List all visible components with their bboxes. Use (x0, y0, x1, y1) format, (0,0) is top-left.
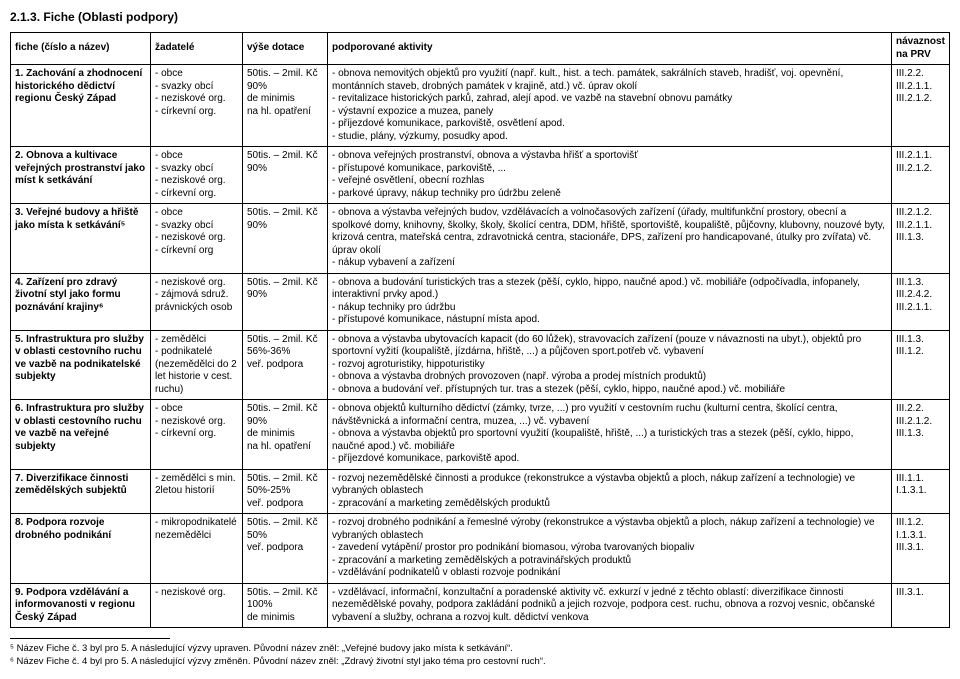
navaznost-cell: III.1.1. I.1.3.1. (892, 469, 950, 514)
navaznost-cell: III.1.3. III.2.4.2. III.2.1.1. (892, 273, 950, 330)
zadatele-cell: - obce - neziskové org. - církevní org. (151, 400, 243, 470)
vyse-cell: 50tis. – 2mil. Kč 90% (243, 273, 328, 330)
aktivity-cell: - obnova veřejných prostranství, obnova … (328, 147, 892, 204)
fiche-table: fiche (číslo a název) žadatelé výše dota… (10, 32, 950, 628)
table-row: 7. Diverzifikace činnosti zemědělských s… (11, 469, 950, 514)
aktivity-cell: - rozvoj nezemědělské činnosti a produkc… (328, 469, 892, 514)
zadatele-cell: - obce - svazky obcí - neziskové org. - … (151, 65, 243, 147)
table-row: 5. Infrastruktura pro služby v oblasti c… (11, 330, 950, 400)
vyse-cell: 50tis. – 2mil. Kč 50% veř. podpora (243, 514, 328, 584)
table-row: 1. Zachování a zhodnocení historického d… (11, 65, 950, 147)
navaznost-cell: III.2.2. III.2.1.2. III.1.3. (892, 400, 950, 470)
col-aktivity: podporované aktivity (328, 33, 892, 65)
aktivity-cell: - rozvoj drobného podnikání a řemeslné v… (328, 514, 892, 584)
table-row: 6. Infrastruktura pro služby v oblasti c… (11, 400, 950, 470)
footnotes: ⁵ Název Fiche č. 3 byl pro 5. A následuj… (10, 638, 950, 669)
table-row: 2. Obnova a kultivace veřejných prostran… (11, 147, 950, 204)
vyse-cell: 50tis. – 2mil. Kč 90% de minimis na hl. … (243, 65, 328, 147)
navaznost-cell: III.3.1. (892, 583, 950, 628)
fiche-name: 1. Zachování a zhodnocení historického d… (11, 65, 151, 147)
section-title: 2.1.3. Fiche (Oblasti podpory) (10, 10, 950, 24)
footnote: ⁶ Název Fiche č. 4 byl pro 5. A následuj… (10, 655, 950, 668)
zadatele-cell: - neziskové org. (151, 583, 243, 628)
vyse-cell: 50tis. – 2mil. Kč 90% (243, 147, 328, 204)
aktivity-cell: - vzdělávací, informační, konzultační a … (328, 583, 892, 628)
vyse-cell: 50tis. – 2mil. Kč 90% de minimis na hl. … (243, 400, 328, 470)
fiche-name: 9. Podpora vzdělávání a informovanosti v… (11, 583, 151, 628)
vyse-cell: 50tis. – 2mil. Kč 50%-25% veř. podpora (243, 469, 328, 514)
aktivity-cell: - obnova objektů kulturního dědictví (zá… (328, 400, 892, 470)
table-row: 4. Zařízení pro zdravý životní styl jako… (11, 273, 950, 330)
fiche-name: 3. Veřejné budovy a hřiště jako místa k … (11, 204, 151, 274)
fiche-name: 5. Infrastruktura pro služby v oblasti c… (11, 330, 151, 400)
footnote: ⁵ Název Fiche č. 3 byl pro 5. A následuj… (10, 642, 950, 655)
table-row: 3. Veřejné budovy a hřiště jako místa k … (11, 204, 950, 274)
navaznost-cell: III.2.1.2. III.2.1.1. III.1.3. (892, 204, 950, 274)
vyse-cell: 50tis. – 2mil. Kč 56%-36% veř. podpora (243, 330, 328, 400)
col-vyse: výše dotace (243, 33, 328, 65)
zadatele-cell: - zemědělci s min. 2letou historií (151, 469, 243, 514)
zadatele-cell: - mikropodnikatelé nezemědělci (151, 514, 243, 584)
fiche-name: 6. Infrastruktura pro služby v oblasti c… (11, 400, 151, 470)
fiche-name: 4. Zařízení pro zdravý životní styl jako… (11, 273, 151, 330)
navaznost-cell: III.2.1.1. III.2.1.2. (892, 147, 950, 204)
navaznost-cell: III.1.2. I.1.3.1. III.3.1. (892, 514, 950, 584)
col-zadatele: žadatelé (151, 33, 243, 65)
table-row: 8. Podpora rozvoje drobného podnikání- m… (11, 514, 950, 584)
fiche-name: 8. Podpora rozvoje drobného podnikání (11, 514, 151, 584)
zadatele-cell: - obce - svazky obcí - neziskové org. - … (151, 204, 243, 274)
navaznost-cell: III.2.2. III.2.1.1. III.2.1.2. (892, 65, 950, 147)
zadatele-cell: - zemědělci - podnikatelé (nezemědělci d… (151, 330, 243, 400)
aktivity-cell: - obnova a výstavba veřejných budov, vzd… (328, 204, 892, 274)
zadatele-cell: - obce - svazky obcí - neziskové org. - … (151, 147, 243, 204)
navaznost-cell: III.1.3. III.1.2. (892, 330, 950, 400)
fiche-name: 7. Diverzifikace činnosti zemědělských s… (11, 469, 151, 514)
table-row: 9. Podpora vzdělávání a informovanosti v… (11, 583, 950, 628)
aktivity-cell: - obnova nemovitých objektů pro využití … (328, 65, 892, 147)
vyse-cell: 50tis. – 2mil. Kč 90% (243, 204, 328, 274)
zadatele-cell: - neziskové org. - zájmová sdruž. právni… (151, 273, 243, 330)
col-fiche: fiche (číslo a název) (11, 33, 151, 65)
vyse-cell: 50tis. – 2mil. Kč 100% de minimis (243, 583, 328, 628)
col-navaznost: návaznost na PRV (892, 33, 950, 65)
aktivity-cell: - obnova a budování turistických tras a … (328, 273, 892, 330)
fiche-name: 2. Obnova a kultivace veřejných prostran… (11, 147, 151, 204)
aktivity-cell: - obnova a výstavba ubytovacích kapacit … (328, 330, 892, 400)
table-header-row: fiche (číslo a název) žadatelé výše dota… (11, 33, 950, 65)
